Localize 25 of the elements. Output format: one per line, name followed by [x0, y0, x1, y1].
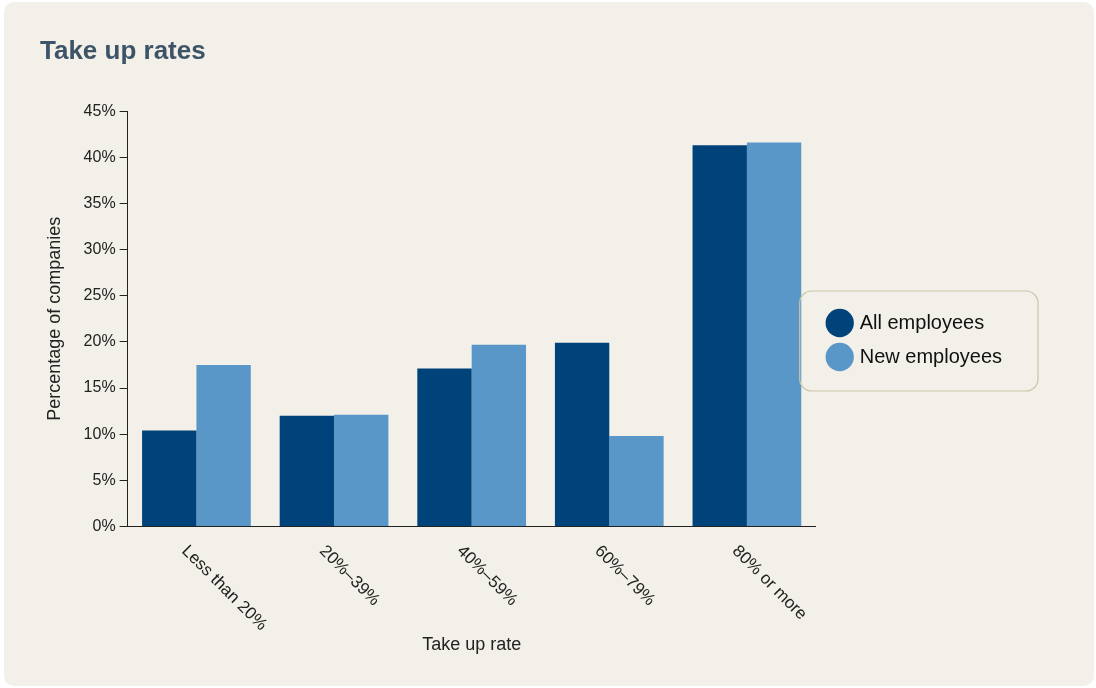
y-axis-title: Percentage of companies [43, 216, 64, 421]
bar [609, 435, 664, 526]
chart-title: Take up rates [40, 34, 206, 65]
bar [334, 414, 389, 526]
bar [471, 344, 527, 526]
bar [142, 430, 197, 526]
y-tick-label: 0% [92, 516, 116, 534]
y-tick-label: 35% [83, 193, 116, 211]
bar [279, 415, 335, 526]
y-tick-label: 25% [83, 286, 116, 304]
bar [196, 364, 251, 526]
y-tick-label: 40% [83, 147, 116, 165]
legend-label: New employees [859, 344, 1003, 367]
bar [692, 145, 747, 526]
y-tick-label: 5% [92, 470, 116, 488]
x-axis-title: Take up rate [422, 634, 522, 655]
y-tick-label: 20% [83, 332, 116, 350]
y-tick-label: 15% [83, 378, 116, 396]
bar [417, 368, 472, 526]
y-tick-label: 10% [83, 424, 116, 442]
legend-label: All employees [859, 310, 985, 333]
bar [746, 142, 802, 526]
y-tick-label: 45% [83, 101, 116, 119]
bar [554, 342, 610, 526]
y-tick-label: 30% [83, 240, 116, 258]
